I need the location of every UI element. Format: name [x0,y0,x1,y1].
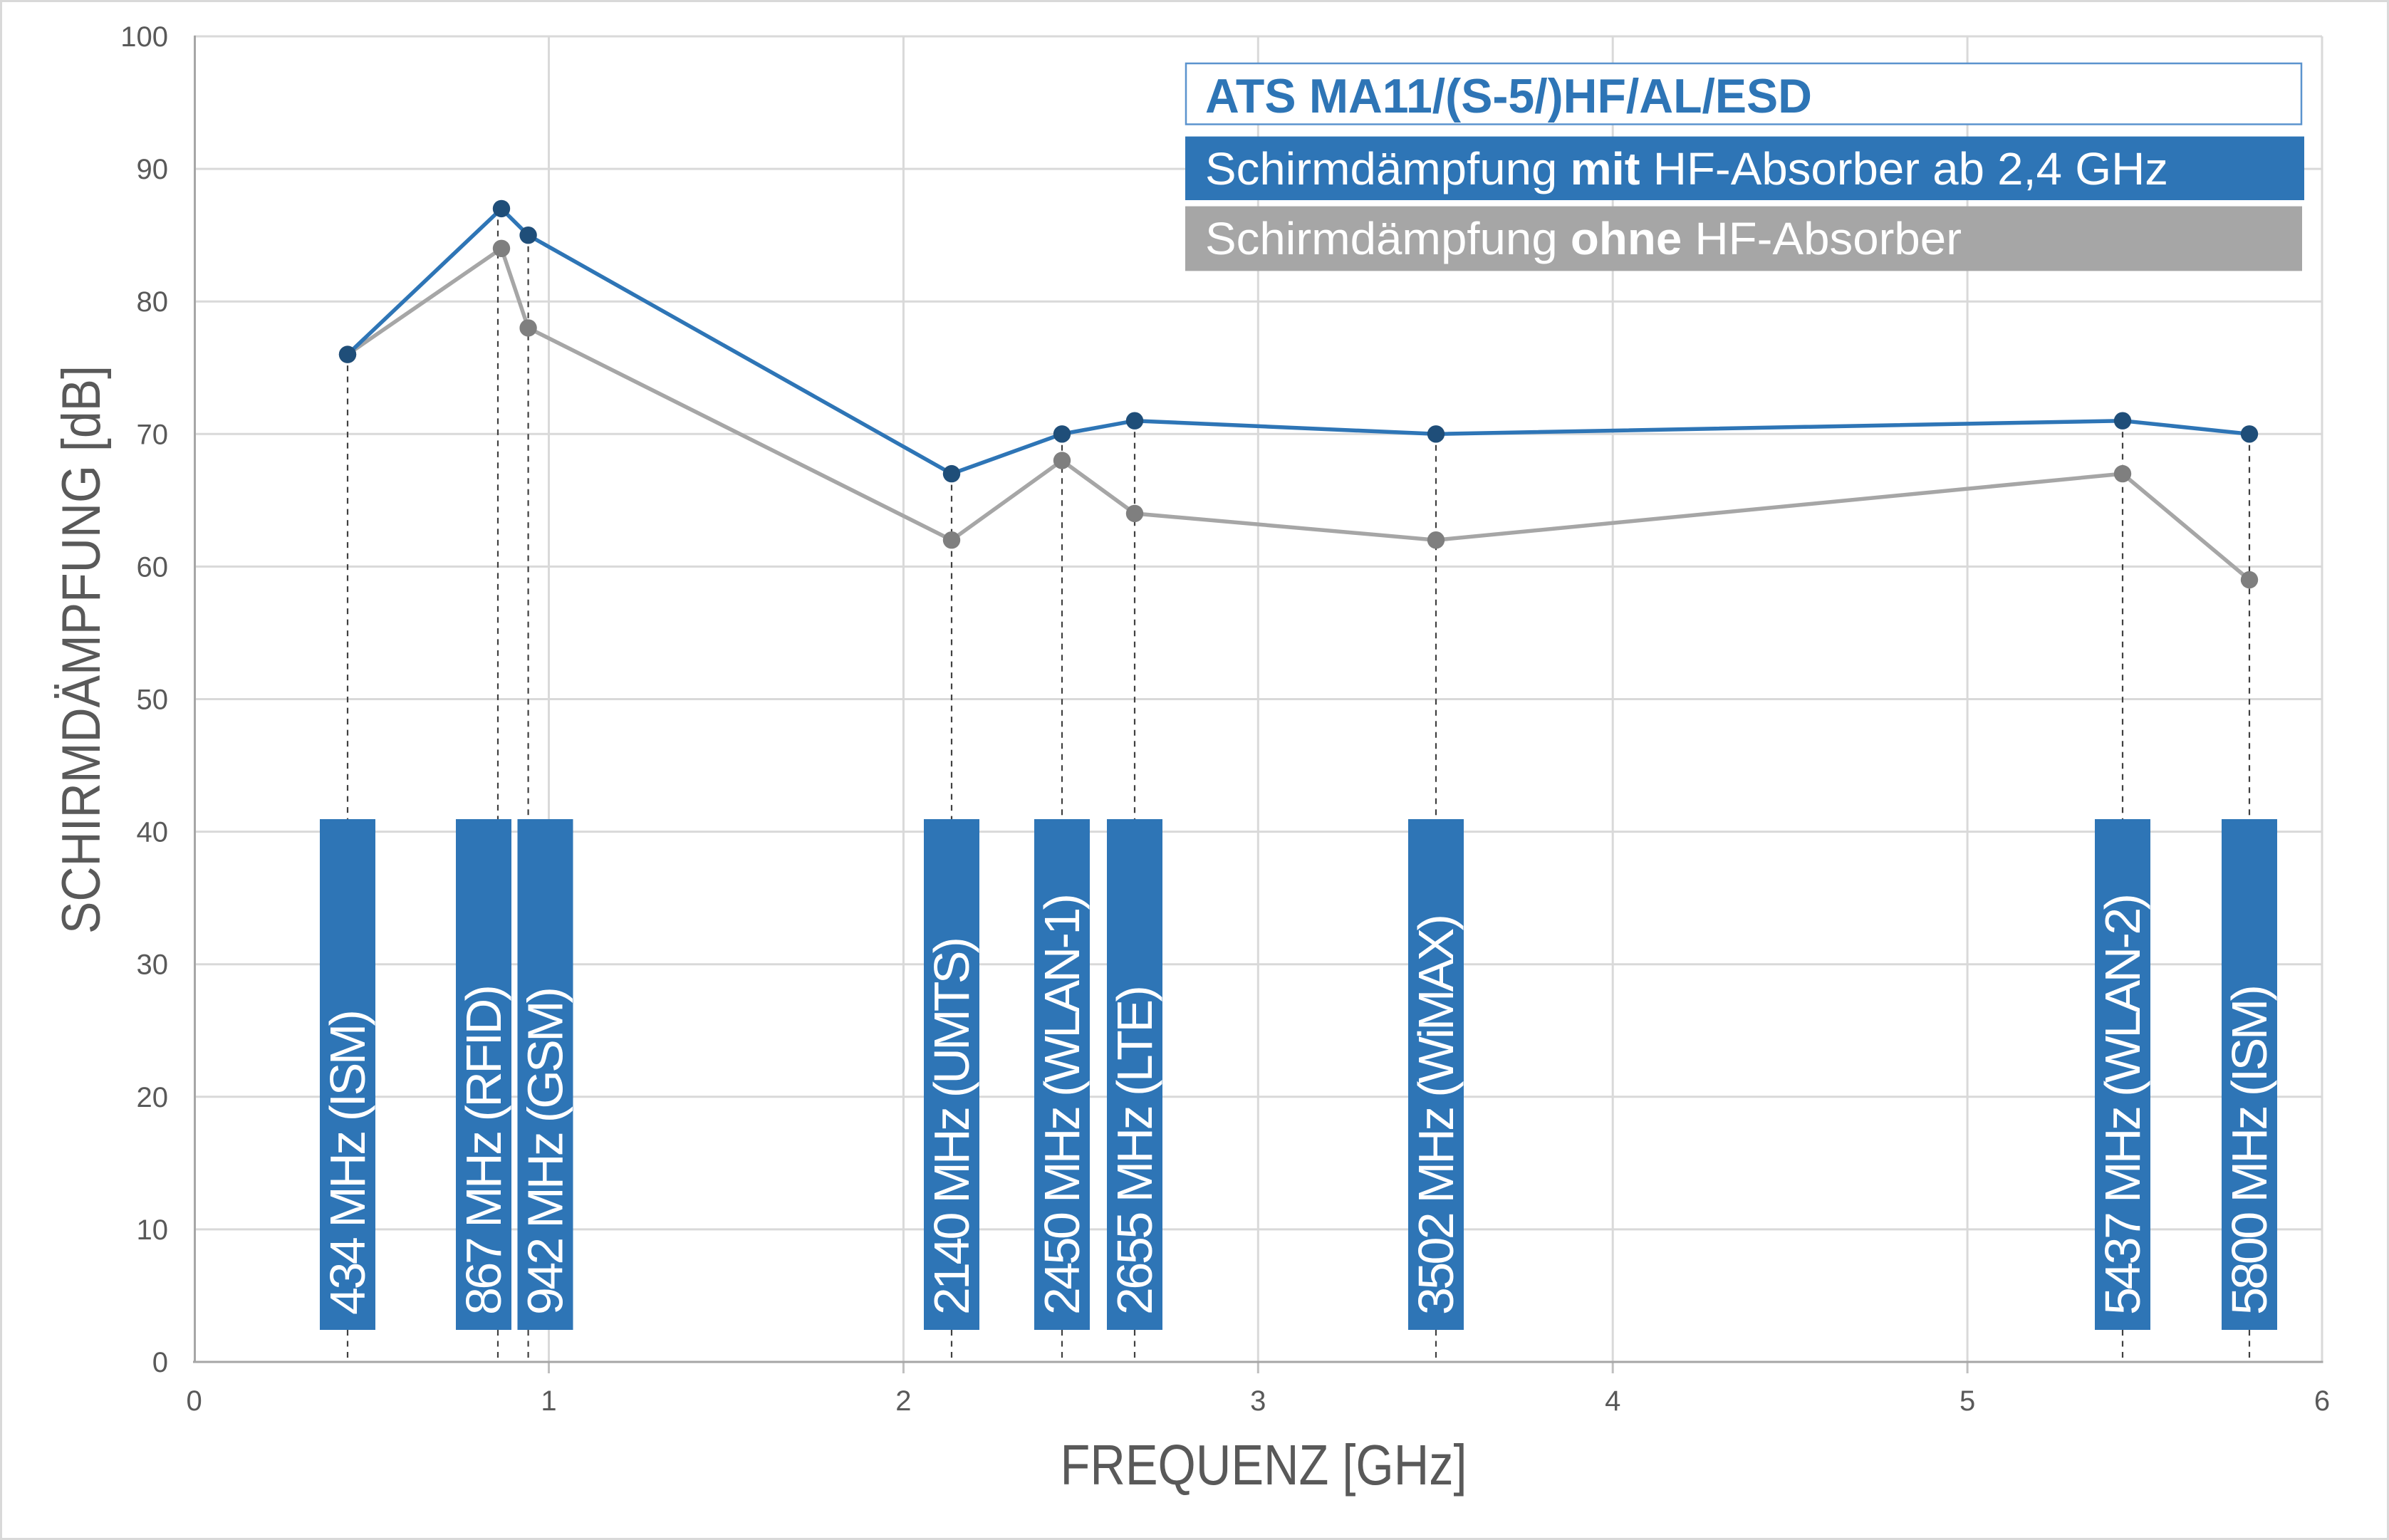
svg-text:FREQUENZ [GHz]: FREQUENZ [GHz] [1061,1433,1467,1497]
svg-text:Schirmdämpfung ohne HF-Absorbe: Schirmdämpfung ohne HF-Absorber [1205,213,1962,264]
svg-text:60: 60 [137,551,169,583]
svg-text:2450 MHz (WLAN-1): 2450 MHz (WLAN-1) [1034,893,1090,1315]
svg-text:434 MHz (ISM): 434 MHz (ISM) [320,1009,375,1315]
svg-text:90: 90 [137,154,169,185]
svg-text:1: 1 [541,1385,556,1417]
svg-text:10: 10 [137,1214,169,1246]
svg-text:6: 6 [2314,1385,2330,1417]
svg-text:ATS MA11/(S-5/)HF/AL/ESD: ATS MA11/(S-5/)HF/AL/ESD [1205,69,1812,123]
svg-text:4: 4 [1605,1385,1620,1417]
svg-text:942 MHz (GSM): 942 MHz (GSM) [518,987,573,1315]
svg-text:5: 5 [1959,1385,1975,1417]
svg-text:80: 80 [137,286,169,318]
svg-text:50: 50 [137,685,169,716]
svg-text:70: 70 [137,419,169,450]
svg-text:30: 30 [137,950,169,981]
svg-text:5800 MHz (ISM): 5800 MHz (ISM) [2222,984,2277,1315]
svg-text:3: 3 [1250,1385,1266,1417]
svg-text:100: 100 [120,21,168,53]
svg-text:867 MHz (RFID): 867 MHz (RFID) [456,984,511,1315]
svg-text:Schirmdämpfung mit HF-Absorber: Schirmdämpfung mit HF-Absorber ab 2,4 GH… [1205,143,2168,194]
svg-text:0: 0 [152,1347,168,1378]
svg-text:SCHIRMDÄMPFUNG [dB]: SCHIRMDÄMPFUNG [dB] [51,365,112,934]
svg-text:40: 40 [137,817,169,848]
svg-text:0: 0 [186,1385,202,1417]
svg-text:2140 MHz (UMTS): 2140 MHz (UMTS) [924,937,979,1315]
svg-text:5437 MHz (WLAN-2): 5437 MHz (WLAN-2) [2095,893,2150,1315]
svg-text:3502 MHz (WiMAX): 3502 MHz (WiMAX) [1408,914,1464,1315]
svg-text:20: 20 [137,1082,169,1113]
svg-text:2655 MHz (LTE): 2655 MHz (LTE) [1107,985,1162,1315]
svg-text:2: 2 [895,1385,911,1417]
